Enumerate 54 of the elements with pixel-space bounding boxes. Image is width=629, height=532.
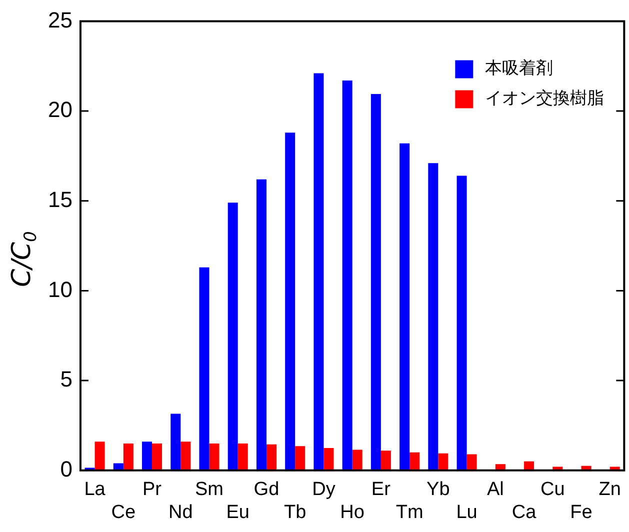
bar: [113, 463, 124, 470]
x-tick-label: Gd: [254, 479, 280, 500]
x-tick-label: Tb: [284, 502, 306, 523]
bar: [152, 443, 162, 470]
x-tick-label: Dy: [312, 479, 336, 500]
bar: [142, 442, 152, 470]
bar: [199, 267, 210, 470]
bar: [380, 450, 391, 470]
legend-label: 本吸着剤: [485, 58, 554, 79]
x-tick-label: Sm: [194, 479, 224, 500]
bar: [342, 80, 352, 470]
x-tick-label: Nd: [168, 502, 193, 523]
y-tick-label: 5: [60, 366, 72, 392]
bar: [170, 414, 181, 470]
x-tick-label: Cu: [540, 479, 565, 500]
x-tick-label: Eu: [226, 502, 250, 523]
x-tick-label: Pr: [142, 479, 162, 500]
bar: [456, 176, 467, 470]
bar: [438, 453, 448, 470]
bar: [314, 73, 324, 470]
legend-label: イオン交換樹脂: [485, 88, 604, 109]
bar: [324, 448, 334, 470]
x-tick-label: Fe: [570, 502, 592, 523]
bar: [370, 94, 381, 470]
x-tick-label: Lu: [456, 502, 478, 523]
y-tick-label: 15: [48, 186, 72, 212]
x-tick-label: Al: [486, 479, 504, 500]
y-tick-label: 25: [48, 7, 72, 32]
bar: [295, 446, 306, 470]
x-tick-label: Yb: [426, 479, 450, 500]
y-tick-label: 10: [48, 276, 72, 302]
x-tick-label: Ho: [340, 502, 364, 523]
x-tick-label: Er: [371, 479, 392, 500]
bar: [228, 202, 238, 470]
x-tick-label: Tm: [396, 502, 424, 523]
x-tick-label: Zn: [598, 479, 621, 500]
bar: [94, 442, 105, 470]
bar: [428, 163, 438, 470]
bar: [410, 452, 420, 470]
bar: [180, 442, 191, 470]
bar: [352, 450, 362, 470]
bar: [256, 179, 266, 470]
y-tick-label: 20: [48, 97, 72, 122]
bar: [400, 143, 410, 470]
y-tick-label: 0: [60, 456, 72, 482]
x-tick-label: Ca: [512, 502, 537, 523]
bar: [209, 443, 220, 470]
bar: [238, 443, 248, 470]
bar: [466, 454, 477, 470]
bar: [285, 132, 296, 470]
bar: [266, 444, 276, 470]
bar: [123, 443, 134, 470]
x-tick-label: Ce: [111, 502, 136, 523]
x-tick-label: La: [84, 479, 106, 500]
